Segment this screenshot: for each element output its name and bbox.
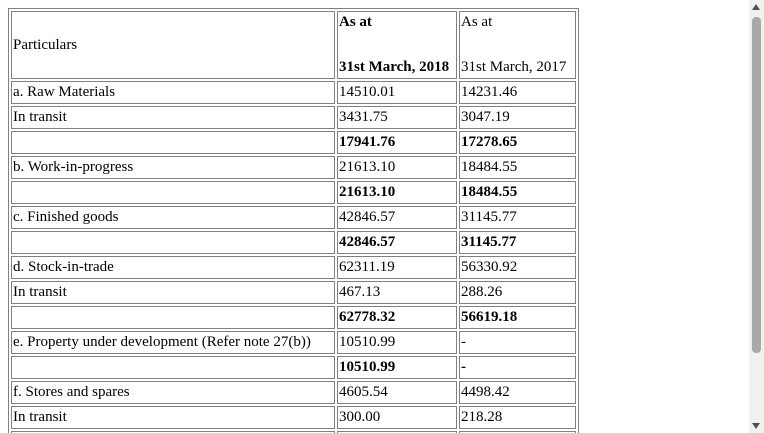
table-row: 10510.99-: [11, 356, 576, 379]
row-value-2018: 3431.75: [337, 106, 457, 129]
row-label: e. Property under development (Refer not…: [11, 331, 335, 354]
row-value-2018: 4905.54: [337, 431, 457, 433]
row-label: [11, 181, 335, 204]
row-label: b. Work-in-progress: [11, 156, 335, 179]
row-value-2018: 467.13: [337, 281, 457, 304]
row-value-2017: 14231.46: [459, 81, 576, 104]
row-value-2017: 4716.70: [459, 431, 576, 433]
row-label: c. Finished goods: [11, 206, 335, 229]
row-label: In transit: [11, 106, 335, 129]
header-2017-line1: As at: [461, 14, 493, 30]
table-row: 17941.76 17278.65: [11, 131, 576, 154]
row-value-2018: 21613.10: [337, 156, 457, 179]
row-value-2017: 218.28: [459, 406, 576, 429]
scroll-down-arrow-icon[interactable]: [752, 423, 760, 429]
inventories-table: Particulars As at 31st March, 2018 As at…: [8, 8, 579, 433]
row-label: [11, 306, 335, 329]
table-header-row: Particulars As at 31st March, 2018 As at…: [11, 11, 576, 79]
table-row: 62778.32 56619.18: [11, 306, 576, 329]
table-row: d. Stock-in-trade 62311.19 56330.92: [11, 256, 576, 279]
row-value-2018: 62778.32: [337, 306, 457, 329]
row-value-2018: 42846.57: [337, 206, 457, 229]
row-value-2018: 62311.19: [337, 256, 457, 279]
row-value-2017: -: [459, 356, 576, 379]
row-value-2017: 31145.77: [459, 206, 576, 229]
row-value-2018: 10510.99: [337, 356, 457, 379]
row-label: [11, 431, 335, 433]
header-2017: As at 31st March, 2017: [459, 11, 576, 79]
row-value-2017: 17278.65: [459, 131, 576, 154]
row-value-2018: 10510.99: [337, 331, 457, 354]
row-label: In transit: [11, 406, 335, 429]
header-particulars-label: Particulars: [13, 36, 78, 53]
row-value-2017: 4498.42: [459, 381, 576, 404]
table-row: In transit 467.13 288.26: [11, 281, 576, 304]
header-particulars: Particulars: [11, 11, 335, 79]
table-row: b. Work-in-progress 21613.10 18484.55: [11, 156, 576, 179]
table-row: 42846.57 31145.77: [11, 231, 576, 254]
table-row: 4905.544716.70: [11, 431, 576, 433]
row-value-2018: 42846.57: [337, 231, 457, 254]
row-label: [11, 356, 335, 379]
row-label: d. Stock-in-trade: [11, 256, 335, 279]
row-label: a. Raw Materials: [11, 81, 335, 104]
table-row: e. Property under development (Refer not…: [11, 331, 576, 354]
row-value-2017: -: [459, 331, 576, 354]
table-row: f. Stores and spares 4605.54 4498.42: [11, 381, 576, 404]
scrollbar-thumb[interactable]: [752, 17, 761, 353]
row-label: [11, 231, 335, 254]
header-2017-line2: 31st March, 2017: [461, 59, 567, 75]
vertical-scrollbar[interactable]: [749, 0, 764, 433]
row-value-2018: 300.00: [337, 406, 457, 429]
scroll-up-arrow-icon[interactable]: [752, 4, 760, 10]
table-row: In transit 300.00 218.28: [11, 406, 576, 429]
header-2018-line1: As at: [339, 14, 372, 30]
row-value-2017: 288.26: [459, 281, 576, 304]
row-label: f. Stores and spares: [11, 381, 335, 404]
table-row: c. Finished goods 42846.57 31145.77: [11, 206, 576, 229]
row-value-2018: 4605.54: [337, 381, 457, 404]
row-value-2018: 17941.76: [337, 131, 457, 154]
row-value-2017: 18484.55: [459, 156, 576, 179]
header-2018: As at 31st March, 2018: [337, 11, 457, 79]
table-row: a. Raw Materials 14510.01 14231.46: [11, 81, 576, 104]
table-row: 21613.10 18484.55: [11, 181, 576, 204]
row-label: [11, 131, 335, 154]
row-value-2017: 18484.55: [459, 181, 576, 204]
header-2018-line2: 31st March, 2018: [339, 59, 450, 75]
row-value-2017: 3047.19: [459, 106, 576, 129]
row-value-2018: 14510.01: [337, 81, 457, 104]
row-value-2017: 56619.18: [459, 306, 576, 329]
row-value-2017: 31145.77: [459, 231, 576, 254]
row-label: In transit: [11, 281, 335, 304]
row-value-2017: 56330.92: [459, 256, 576, 279]
row-value-2018: 21613.10: [337, 181, 457, 204]
table-row: In transit 3431.75 3047.19: [11, 106, 576, 129]
